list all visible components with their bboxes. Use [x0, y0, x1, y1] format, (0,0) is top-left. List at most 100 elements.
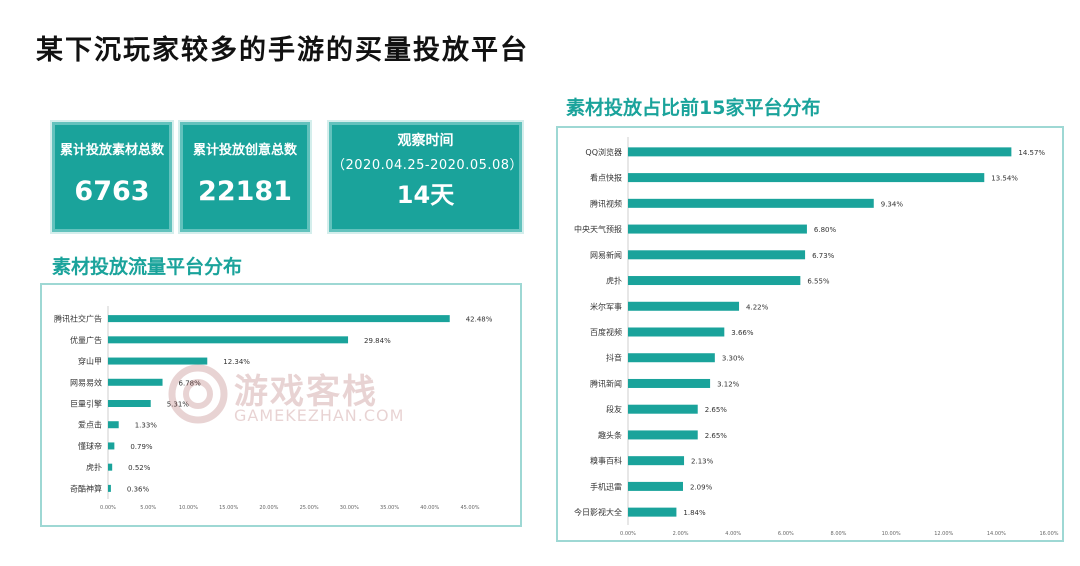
traffic-value-label: 0.79%	[130, 443, 153, 451]
top15-bar	[628, 507, 677, 517]
top15-category-label: 抖音	[606, 353, 622, 363]
top15-bar	[628, 327, 725, 337]
top15-tick-label: 6.00%	[778, 531, 794, 537]
top15-value-label: 2.65%	[705, 406, 728, 414]
top15-value-label: 6.80%	[814, 226, 837, 234]
top15-category-label: 虎扑	[606, 276, 622, 286]
top15-bar	[628, 224, 807, 234]
top15-bar	[628, 353, 715, 363]
traffic-tick-label: 15.00%	[219, 505, 238, 511]
top15-bar	[628, 198, 874, 208]
top15-category-label: QQ浏览器	[585, 147, 622, 157]
top15-bar	[628, 481, 683, 491]
traffic-bar	[108, 442, 115, 450]
traffic-value-label: 12.34%	[223, 358, 250, 366]
creatives-stat-card: 累计投放创意总数 22181	[180, 122, 310, 232]
traffic-bar	[108, 463, 113, 471]
traffic-value-label: 29.84%	[364, 337, 391, 345]
top15-category-label: 网易新闻	[590, 250, 622, 260]
top15-tick-label: 14.00%	[987, 531, 1006, 537]
traffic-value-label: 0.52%	[128, 464, 151, 472]
traffic-bar	[108, 400, 151, 407]
traffic-tick-label: 20.00%	[259, 505, 278, 511]
top15-category-label: 腾讯新闻	[590, 378, 622, 388]
traffic-bar-chart: 腾讯社交广告 42.48% 优量广告 29.84% 穿山甲 12.34% 网易易效 6.78%…	[54, 306, 493, 511]
top15-category-label: 今日影视大全	[574, 507, 622, 517]
top15-category-label: 腾讯视频	[590, 198, 622, 208]
top15-tick-label: 12.00%	[934, 531, 953, 537]
top15-bar	[628, 173, 985, 183]
top15-category-label: 看点快报	[590, 173, 622, 183]
top15-bar-chart: QQ浏览器 14.57% 看点快报 13.54% 腾讯视频 9.34% 中央天气预报 6.80…	[574, 137, 1059, 537]
traffic-bar	[108, 378, 163, 386]
traffic-value-label: 0.36%	[127, 485, 150, 493]
traffic-bar	[108, 315, 450, 323]
top15-category-label: 糗事百科	[590, 456, 622, 466]
traffic-value-label: 6.78%	[179, 379, 202, 387]
traffic-tick-label: 45.00%	[460, 505, 479, 511]
top15-category-label: 段友	[606, 404, 622, 414]
top15-bar	[628, 456, 685, 466]
top15-category-label: 手机迅雷	[590, 481, 622, 491]
top15-value-label: 14.57%	[1018, 149, 1045, 157]
top15-bar	[628, 301, 740, 311]
traffic-tick-label: 5.00%	[140, 505, 156, 511]
traffic-category-label: 奇酷神算	[70, 483, 102, 493]
top15-tick-label: 8.00%	[831, 531, 847, 537]
traffic-value-label: 1.33%	[135, 422, 158, 430]
top15-value-label: 9.34%	[881, 200, 904, 208]
materials-stat-label: 累计投放素材总数	[59, 143, 164, 158]
materials-stat-value: 6763	[74, 176, 150, 207]
top15-chart: QQ浏览器 14.57% 看点快报 13.54% 腾讯视频 9.34% 中央天气预报 6.80…	[556, 126, 1064, 542]
observation-stat-card: 观察时间 （2020.04.25-2020.05.08） 14天	[329, 122, 524, 232]
traffic-bar	[108, 421, 119, 429]
top15-value-label: 3.30%	[722, 355, 745, 363]
top15-tick-label: 0.00%	[620, 531, 636, 537]
page-title: 某下沉玩家较多的手游的买量投放平台	[36, 35, 529, 66]
traffic-chart-title: 素材投放流量平台分布	[52, 256, 243, 278]
top15-bar	[628, 250, 806, 260]
traffic-bar	[108, 357, 208, 365]
top15-value-label: 2.13%	[691, 458, 714, 466]
top15-value-label: 6.73%	[812, 252, 835, 260]
traffic-tick-label: 10.00%	[179, 505, 198, 511]
traffic-category-label: 巨量引擎	[70, 399, 102, 409]
top15-bar	[628, 147, 1012, 157]
creatives-stat-value: 22181	[198, 176, 292, 207]
traffic-category-label: 虎扑	[86, 462, 102, 472]
observation-label: 观察时间	[397, 133, 454, 149]
traffic-category-label: 懂球帝	[78, 441, 102, 451]
creatives-stat-label: 累计投放创意总数	[192, 143, 297, 158]
traffic-tick-label: 40.00%	[420, 505, 439, 511]
top15-category-label: 百度视频	[590, 327, 622, 337]
traffic-value-label: 42.48%	[466, 316, 493, 324]
top15-tick-label: 16.00%	[1039, 531, 1058, 537]
traffic-value-label: 5.31%	[167, 401, 190, 409]
top15-bar	[628, 404, 698, 414]
traffic-category-label: 网易易效	[70, 377, 102, 387]
traffic-tick-label: 30.00%	[340, 505, 359, 511]
traffic-category-label: 腾讯社交广告	[54, 314, 102, 324]
top15-value-label: 1.84%	[683, 509, 706, 517]
traffic-category-label: 爱点击	[78, 420, 102, 430]
top15-tick-label: 2.00%	[673, 531, 689, 537]
top15-value-label: 6.55%	[807, 278, 830, 286]
observation-range: （2020.04.25-2020.05.08）	[332, 158, 524, 173]
top15-bar	[628, 378, 711, 388]
traffic-tick-label: 0.00%	[100, 505, 116, 511]
top15-category-label: 米尔军事	[590, 301, 622, 311]
top15-value-label: 3.12%	[717, 380, 740, 388]
materials-stat-card: 累计投放素材总数 6763	[52, 122, 172, 232]
top15-value-label: 4.22%	[746, 303, 769, 311]
top15-value-label: 13.54%	[991, 175, 1018, 183]
top15-category-label: 趣头条	[598, 430, 622, 440]
top15-value-label: 3.66%	[731, 329, 754, 337]
top15-bar	[628, 276, 801, 286]
traffic-category-label: 穿山甲	[78, 356, 102, 366]
top15-tick-label: 10.00%	[882, 531, 901, 537]
traffic-chart: 腾讯社交广告 42.48% 优量广告 29.84% 穿山甲 12.34% 网易易效 6.78%…	[40, 283, 522, 527]
observation-value: 14天	[396, 181, 455, 209]
top15-category-label: 中央天气预报	[574, 224, 622, 234]
traffic-bar	[108, 484, 111, 492]
top15-tick-label: 4.00%	[725, 531, 741, 537]
